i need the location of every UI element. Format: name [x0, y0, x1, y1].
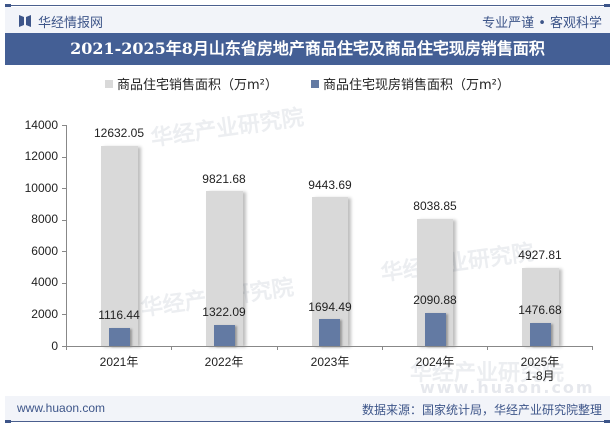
bar-existing-2023 — [319, 319, 340, 346]
y-tick — [62, 346, 66, 347]
bar-existing-2021 — [109, 328, 130, 346]
bottom-rule-cap-right — [604, 420, 610, 423]
legend-swatch-blue-icon — [311, 79, 319, 88]
x-axis — [66, 346, 593, 347]
slogan: 专业严谨 • 客观科学 — [482, 16, 602, 31]
x-tick-label: 2025年 1-8月 — [500, 355, 580, 383]
bar-existing-2024 — [425, 313, 446, 346]
value-label-total: 9443.69 — [308, 178, 352, 192]
y-tick-label: 14000 — [24, 118, 58, 132]
x-tick — [382, 346, 383, 350]
bar-total-2022 — [206, 191, 243, 346]
footer-bar: www.huaon.com 数据来源：国家统计局，华经产业研究院整理 — [5, 396, 610, 421]
bar-existing-2025 — [530, 323, 551, 346]
legend-label: 商品住宅销售面积（万m²） — [117, 78, 278, 93]
x-tick-label: 2021年 — [79, 355, 159, 369]
y-tick-label: 12000 — [24, 149, 58, 163]
x-tick-label: 2023年 — [290, 355, 370, 369]
y-tick — [62, 157, 66, 158]
bottom-rule — [5, 421, 610, 422]
value-label-existing: 1694.49 — [308, 300, 352, 314]
value-label-total: 8038.85 — [413, 199, 457, 213]
footer-source: 数据来源：国家统计局，华经产业研究院整理 — [361, 403, 602, 417]
footer-site-link[interactable]: www.huaon.com — [17, 401, 106, 415]
y-tick — [62, 220, 66, 221]
y-tick — [62, 283, 66, 284]
y-tick-label: 6000 — [31, 244, 58, 258]
value-label-existing: 1476.68 — [518, 303, 562, 317]
y-tick-label: 0 — [51, 339, 58, 353]
y-tick-label: 8000 — [31, 212, 58, 226]
value-label-existing: 2090.88 — [413, 293, 457, 307]
x-tick-label: 2022年 — [184, 355, 264, 369]
watermark: 华经产业研究院 — [149, 105, 306, 152]
y-tick-label: 4000 — [31, 275, 58, 289]
logo-icon — [19, 15, 31, 27]
legend-item-existing: 商品住宅现房销售面积（万m²） — [311, 74, 510, 93]
x-tick-label: 2024年 — [395, 355, 475, 369]
x-tick — [592, 346, 593, 350]
x-tick — [277, 346, 278, 350]
value-label-total: 12632.05 — [93, 126, 145, 140]
legend-item-total: 商品住宅销售面积（万m²） — [105, 74, 278, 93]
legend-swatch-gray-icon — [105, 79, 113, 88]
header-bar: 华经情报网 专业严谨 • 客观科学 — [5, 7, 610, 33]
chart-title: 2021-2025年8月山东省房地产商品住宅及商品住宅现房销售面积 — [5, 33, 610, 65]
x-label-line1: 2024年 — [415, 355, 455, 369]
legend: 商品住宅销售面积（万m²） 商品住宅现房销售面积（万m²） — [0, 69, 615, 95]
bar-existing-2022 — [214, 325, 235, 346]
value-label-existing: 1322.09 — [202, 305, 246, 319]
top-rule-cap-left — [5, 4, 11, 7]
watermark-url: www.huaon.com — [420, 378, 595, 397]
value-label-existing: 1116.44 — [98, 308, 140, 322]
y-tick — [62, 251, 66, 252]
bar-total-2021 — [101, 146, 138, 346]
y-tick — [62, 188, 66, 189]
y-tick — [62, 314, 66, 315]
brand-name: 华经情报网 — [38, 16, 104, 31]
x-label-line1: 2025年 — [520, 355, 560, 369]
x-label-line1: 2023年 — [310, 355, 350, 369]
y-axis — [66, 125, 67, 347]
x-label-line2: 1-8月 — [525, 369, 555, 383]
y-tick-label: 2000 — [31, 307, 58, 321]
legend-label: 商品住宅现房销售面积（万m²） — [323, 78, 510, 93]
x-tick — [66, 346, 67, 350]
top-rule — [5, 5, 610, 6]
top-rule-cap-right — [604, 4, 610, 7]
x-label-line1: 2021年 — [99, 355, 139, 369]
x-label-line1: 2022年 — [204, 355, 244, 369]
value-label-total: 4927.81 — [518, 248, 562, 262]
bottom-rule-cap-left — [5, 420, 11, 423]
value-label-total: 9821.68 — [202, 172, 246, 186]
y-tick — [62, 125, 66, 126]
x-tick — [487, 346, 488, 350]
x-tick — [171, 346, 172, 350]
y-tick-label: 10000 — [24, 181, 58, 195]
